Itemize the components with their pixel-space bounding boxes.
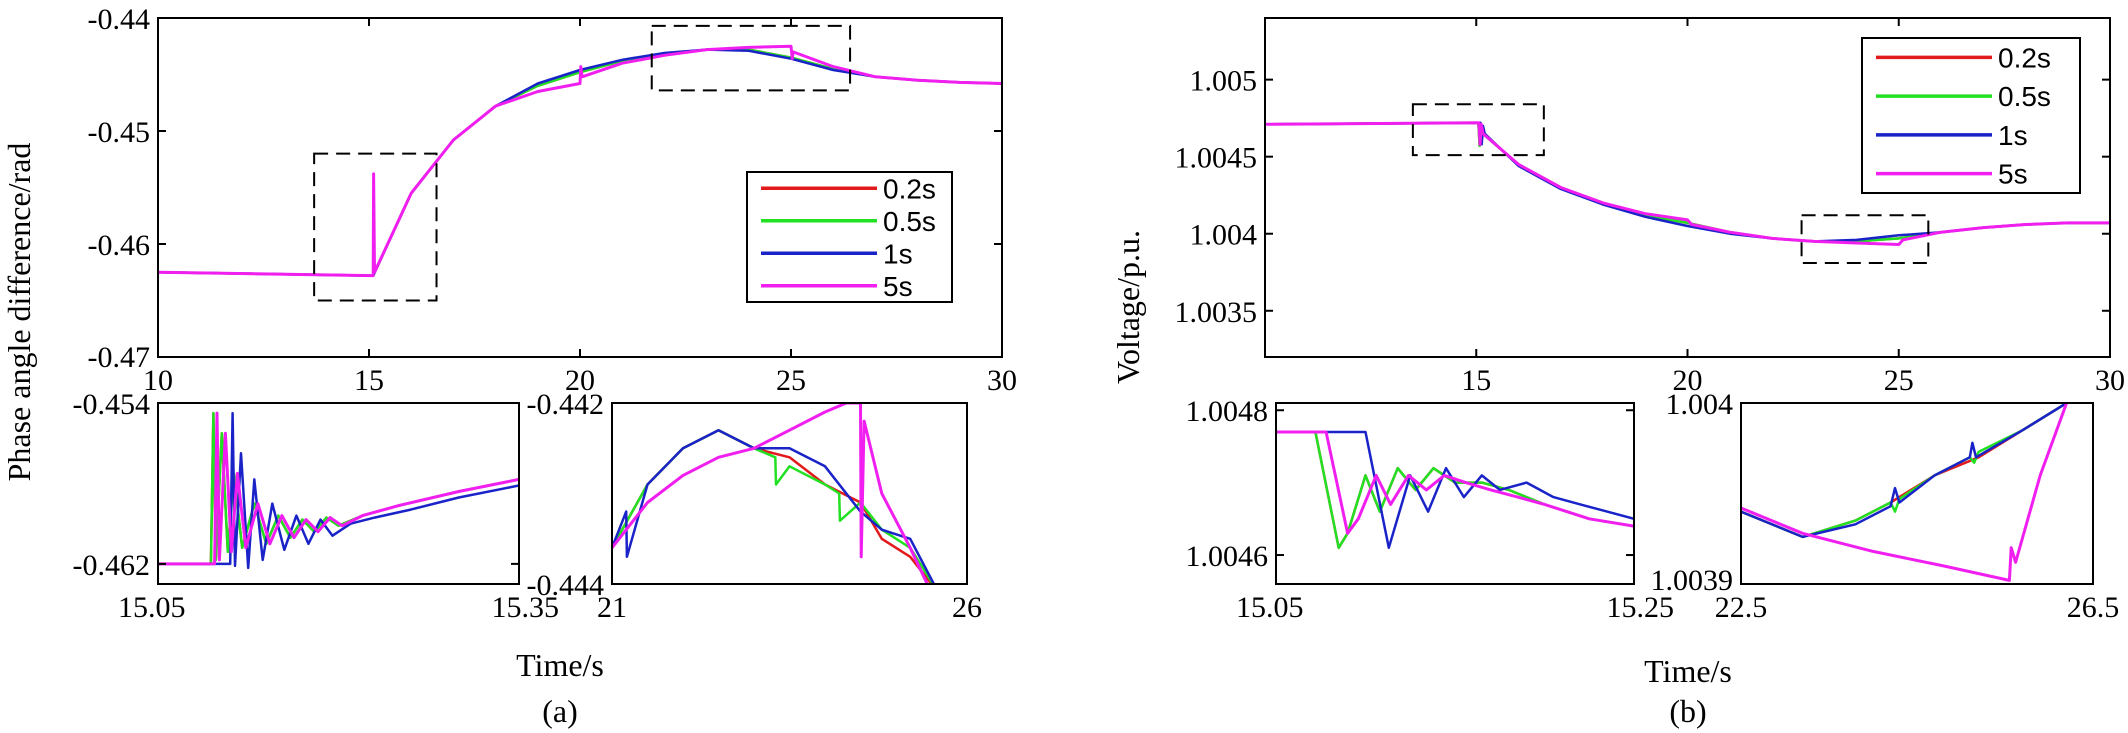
legend-label: 0.2s xyxy=(1998,42,2051,73)
zoom-box xyxy=(1411,103,1545,157)
series-group xyxy=(158,411,519,570)
panel-a_zoom1 xyxy=(157,402,520,585)
zoom-box xyxy=(313,152,438,302)
series-line-0_5s xyxy=(1741,403,2068,539)
series-line-1s xyxy=(1741,403,2068,539)
series-line-5s xyxy=(1276,430,1634,535)
x-tick-label: 30 xyxy=(2095,364,2125,397)
y-tick-label: 1.0048 xyxy=(1186,395,1269,428)
x-tick-label: 15.25 xyxy=(1607,591,1675,624)
panel-label-a: (a) xyxy=(542,693,578,729)
x-tick-label: 22.5 xyxy=(1715,591,1768,624)
axes-frame xyxy=(1740,402,2094,585)
y-tick-label: 1.0046 xyxy=(1186,540,1269,573)
y-tick-label: -0.442 xyxy=(527,388,605,421)
series-line-5s xyxy=(1265,121,2110,246)
x-tick-label: 20 xyxy=(565,364,595,397)
series-group xyxy=(1276,430,1634,550)
y-axis-label-b: Voltage/p.u. xyxy=(1110,230,1146,384)
x-tick-label: 26 xyxy=(952,591,982,624)
x-tick-label: 20 xyxy=(1673,364,1703,397)
panel-b_zoom2 xyxy=(1740,402,2094,585)
x-tick-label: 15 xyxy=(1461,364,1491,397)
panel-b_zoom1 xyxy=(1275,402,1635,585)
series-line-0_5s xyxy=(158,411,519,566)
x-tick-label: 15.05 xyxy=(1236,591,1304,624)
y-tick-label: 1.0035 xyxy=(1175,296,1258,329)
series-line-1s xyxy=(1276,430,1634,550)
y-tick-label: 1.0045 xyxy=(1175,142,1258,175)
series-group xyxy=(1265,121,2110,246)
series-group xyxy=(612,403,936,584)
y-tick-label: -0.44 xyxy=(88,3,151,36)
y-tick-label: -0.46 xyxy=(88,229,151,262)
x-tick-label: 21 xyxy=(597,591,627,624)
axes-frame xyxy=(157,402,520,585)
axes-frame xyxy=(1275,402,1635,585)
series-line-5s xyxy=(158,411,519,566)
zoom-box xyxy=(650,24,852,92)
y-tick-label: 1.0039 xyxy=(1651,564,1734,597)
series-line-0_5s xyxy=(1276,430,1634,550)
x-axis-label-a: Time/s xyxy=(516,647,604,683)
panel-a_zoom2 xyxy=(611,402,968,585)
panel-a_main xyxy=(157,17,1003,358)
legend-box xyxy=(746,171,953,303)
legend-label: 5s xyxy=(1998,159,2028,190)
panel-label-b: (b) xyxy=(1669,693,1706,729)
y-tick-label: -0.454 xyxy=(73,388,151,421)
legend-label: 5s xyxy=(883,271,913,302)
y-tick-label: 1.004 xyxy=(1666,388,1734,421)
y-tick-label: -0.47 xyxy=(88,341,151,374)
axes-frame xyxy=(611,402,968,585)
series-line-5s xyxy=(1741,403,2069,582)
legend-box xyxy=(1861,37,2081,194)
panel-b_main xyxy=(1264,17,2111,358)
x-tick-label: 15.35 xyxy=(492,591,560,624)
x-tick-label: 15.05 xyxy=(118,591,186,624)
series-line-1s xyxy=(158,411,519,570)
x-tick-label: 10 xyxy=(143,364,173,397)
legend-label: 0.5s xyxy=(1998,81,2051,112)
x-axis-label-b: Time/s xyxy=(1644,653,1732,689)
series-line-0_2s xyxy=(1741,403,2068,539)
legend-label: 0.5s xyxy=(883,206,936,237)
y-tick-label: -0.462 xyxy=(73,549,151,582)
x-tick-label: 30 xyxy=(987,364,1017,397)
series-line-0_2s xyxy=(1276,430,1634,550)
x-tick-label: 25 xyxy=(776,364,806,397)
y-tick-label: 1.005 xyxy=(1190,65,1258,98)
x-tick-label: 25 xyxy=(1884,364,1914,397)
series-group xyxy=(1741,403,2069,582)
legend-label: 1s xyxy=(1998,120,2028,151)
y-axis-label-a: Phase angle difference/rad xyxy=(1,143,37,482)
series-group xyxy=(158,44,1002,278)
series-line-5s xyxy=(612,403,929,584)
y-tick-label: -0.444 xyxy=(527,569,605,602)
series-line-5s xyxy=(158,44,1002,278)
y-tick-label: -0.45 xyxy=(88,116,151,149)
legend-label: 0.2s xyxy=(883,173,936,204)
x-tick-label: 26.5 xyxy=(2067,591,2120,624)
x-tick-label: 15 xyxy=(354,364,384,397)
legend-label: 1s xyxy=(883,238,913,269)
y-tick-label: 1.004 xyxy=(1190,219,1258,252)
